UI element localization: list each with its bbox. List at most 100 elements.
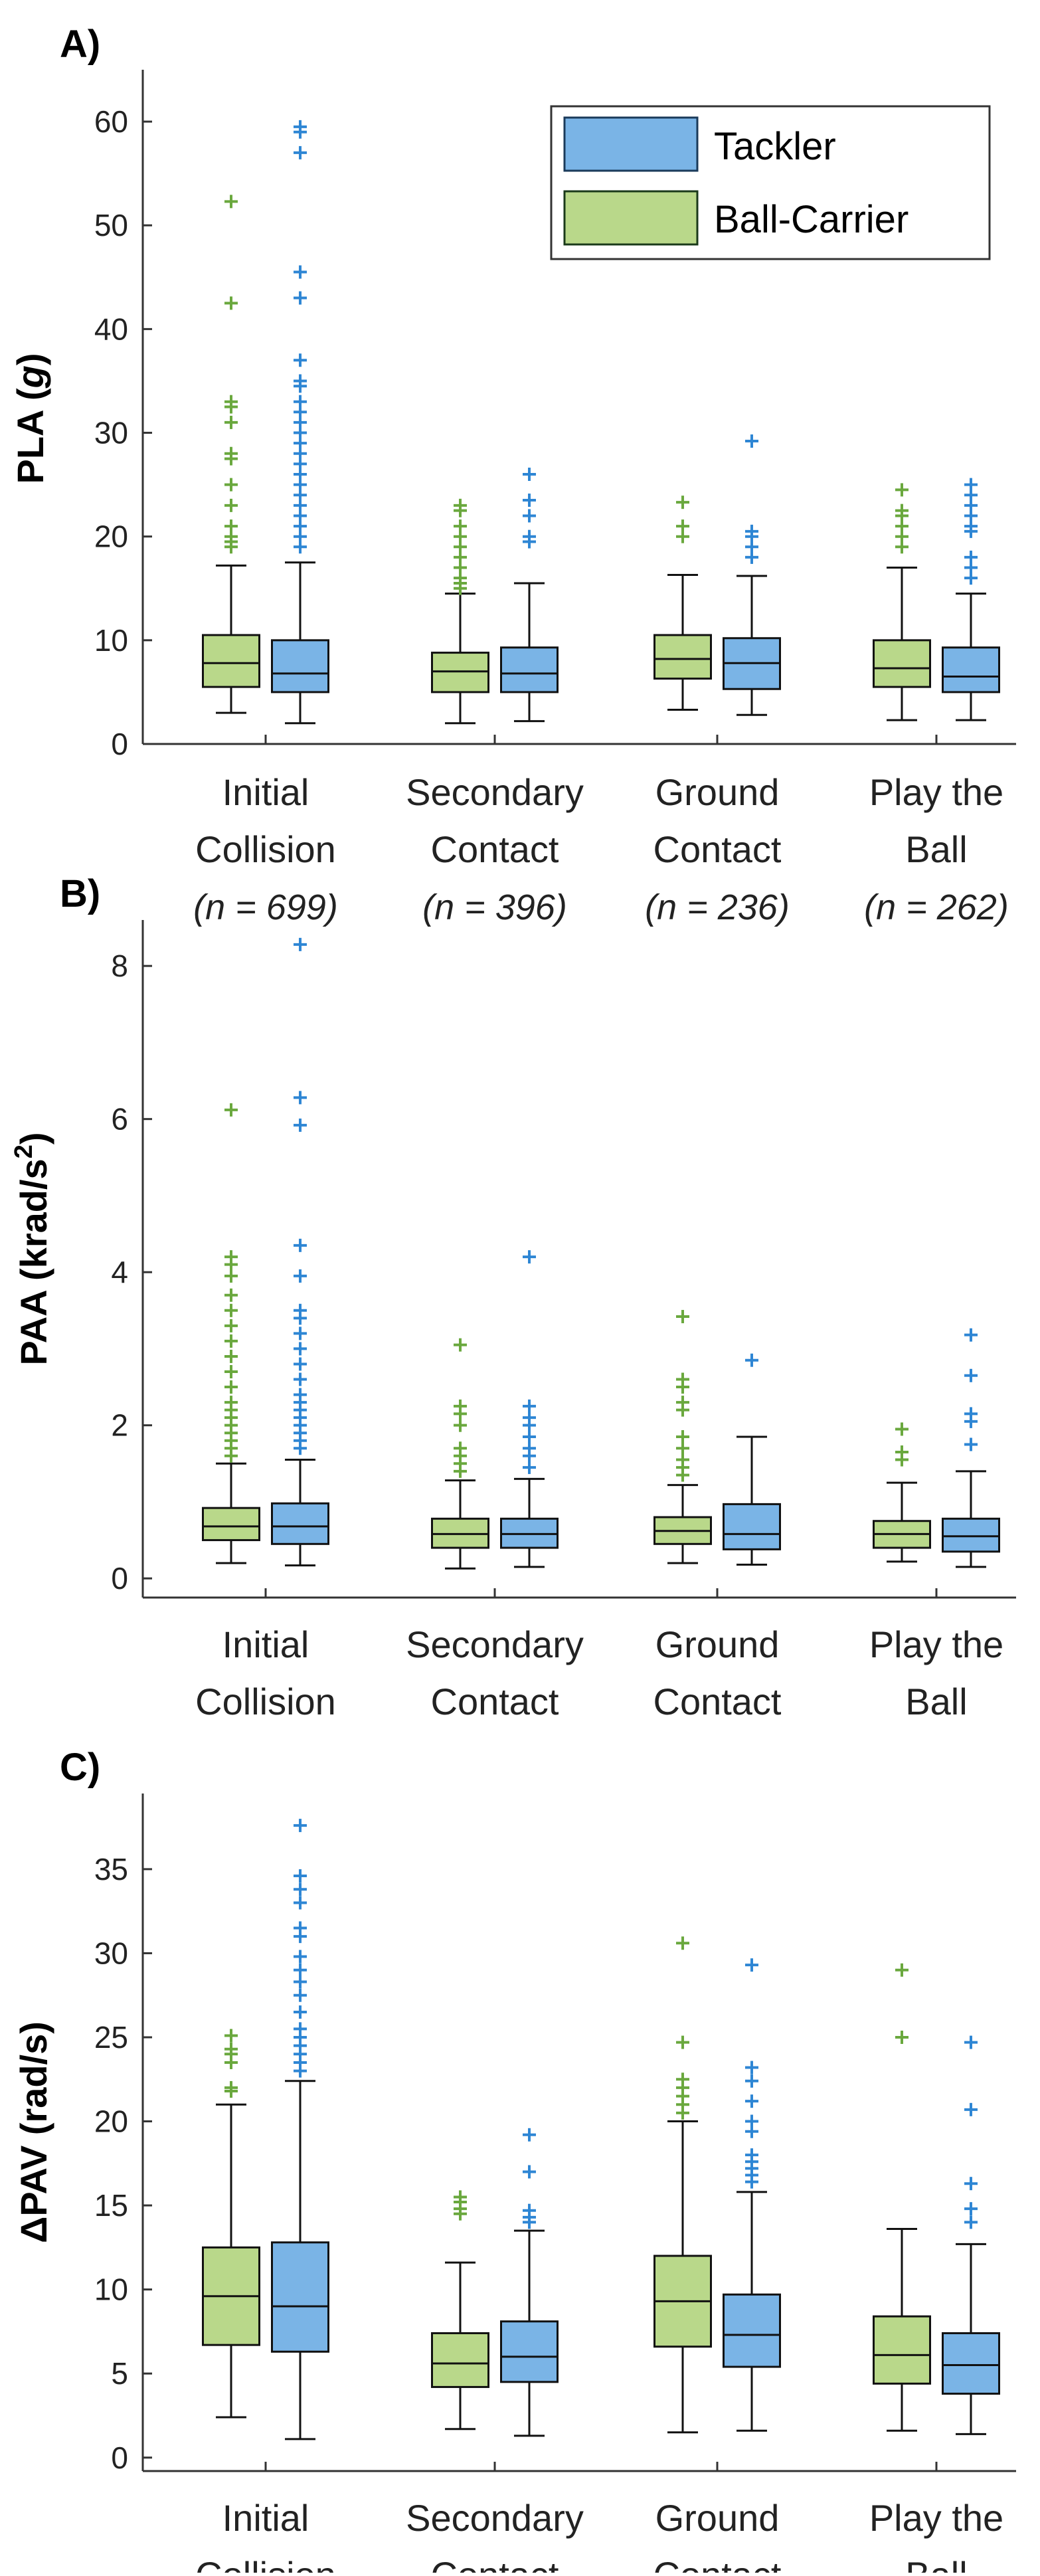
x-tick-label: Initial — [222, 2497, 309, 2539]
box-iqr — [500, 646, 559, 693]
panel-a: A) PLA (g) 0 10 20 30 40 50 60 Initial Collisio… — [9, 23, 1016, 927]
outlier-tackler — [294, 353, 307, 367]
y-tick-label: 50 — [94, 208, 128, 242]
outlier-tackler — [523, 2203, 536, 2217]
outlier-ball-carrier — [224, 1334, 238, 1348]
y-axis-label: ΔPAV (rad/s) — [13, 2021, 54, 2243]
y-axis-label-sup: 2 — [10, 1145, 38, 1158]
x-tick-label: Ground — [655, 771, 780, 813]
box-tackler — [942, 2035, 1000, 2435]
outlier-ball-carrier — [224, 296, 238, 310]
y-tick-label: 35 — [94, 1852, 128, 1886]
box-tackler — [942, 478, 1000, 721]
outlier-ball-carrier — [224, 1103, 238, 1117]
box-ball-carrier — [202, 1103, 260, 1564]
outlier-ball-carrier — [454, 1441, 467, 1455]
y-tick-label: 10 — [94, 2272, 128, 2307]
box-iqr — [723, 2293, 781, 2368]
y-axis-label-close: ) — [9, 353, 51, 365]
outlier-ball-carrier — [454, 1338, 467, 1352]
outlier-tackler — [964, 2215, 978, 2229]
y-tick-label: 6 — [111, 1102, 128, 1137]
outlier-ball-carrier — [224, 2080, 238, 2094]
outlier-tackler — [294, 1342, 307, 1356]
boxes — [202, 120, 1000, 725]
box-tackler — [500, 468, 559, 723]
outlier-ball-carrier — [676, 1453, 689, 1467]
outlier-tackler — [523, 2128, 536, 2142]
y-axis-label-main: PAA (krad/s — [13, 1158, 54, 1365]
outlier-ball-carrier — [676, 1310, 689, 1324]
x-tick-label: Contact — [653, 828, 782, 870]
outlier-tackler — [294, 1819, 307, 1833]
outlier-ball-carrier — [676, 1441, 689, 1455]
outlier-tackler — [745, 434, 758, 448]
outlier-tackler — [294, 1975, 307, 1989]
outlier-tackler — [294, 1896, 307, 1910]
x-tick-label: Secondary — [406, 1623, 584, 1665]
y-tick-label: 4 — [111, 1255, 128, 1289]
box-ball-carrier — [653, 1310, 712, 1564]
outlier-tackler — [745, 2148, 758, 2162]
outlier-tackler — [294, 120, 307, 134]
outlier-tackler — [294, 395, 307, 409]
sample-size-label: (n = 262) — [864, 887, 1009, 927]
outlier-tackler — [294, 1963, 307, 1977]
sample-size-label: (n = 699) — [193, 887, 338, 927]
x-tick-label: Play the — [869, 2497, 1003, 2539]
outlier-tackler — [523, 494, 536, 507]
x-tick-label: Secondary — [406, 771, 584, 813]
legend: Tackler Ball-Carrier — [550, 105, 991, 260]
outlier-tackler — [294, 265, 307, 279]
outlier-tackler — [294, 937, 307, 951]
outlier-ball-carrier — [895, 1422, 909, 1436]
outlier-tackler — [964, 1407, 978, 1421]
outlier-ball-carrier — [224, 1303, 238, 1317]
outlier-ball-carrier — [224, 1250, 238, 1264]
outlier-tackler — [294, 1950, 307, 1964]
x-tick-label: Ball — [905, 2554, 967, 2573]
panel-label: A) — [60, 23, 100, 66]
outlier-tackler — [294, 1883, 307, 1896]
outlier-ball-carrier — [895, 483, 909, 497]
box-iqr — [653, 634, 712, 680]
y-ticks: 0 2 4 6 8 — [111, 949, 152, 1596]
x-tick-label: Ground — [655, 1623, 780, 1665]
box-iqr — [271, 639, 329, 693]
y-axis-label-main: PLA ( — [9, 388, 51, 484]
box-tackler — [942, 1328, 1000, 1568]
y-axis-label: PAA (krad/s2) — [10, 1133, 54, 1366]
box-iqr — [942, 1517, 1000, 1553]
x-tick-label: Initial — [222, 771, 309, 813]
box-tackler — [500, 2128, 559, 2437]
outlier-ball-carrier — [676, 1936, 689, 1950]
x-tick-labels: Initial Collision Secondary Contact Ground Co… — [195, 2462, 1003, 2576]
outlier-tackler — [294, 1269, 307, 1283]
x-tick-label: Initial — [222, 1623, 309, 1665]
outlier-ball-carrier — [454, 2190, 467, 2204]
outlier-tackler — [294, 145, 307, 159]
outlier-tackler — [964, 2102, 978, 2116]
outlier-ball-carrier — [454, 498, 467, 512]
x-tick-label: Secondary — [406, 2497, 584, 2539]
box-iqr — [202, 1507, 260, 1542]
outlier-ball-carrier — [224, 1319, 238, 1333]
outlier-tackler — [964, 2177, 978, 2191]
box-tackler — [723, 1958, 781, 2432]
panel-label: C) — [60, 1746, 100, 1789]
y-tick-label: 40 — [94, 312, 128, 346]
x-tick-label: Play the — [869, 1623, 1003, 1665]
box-ball-carrier — [653, 496, 712, 711]
outlier-tackler — [294, 1091, 307, 1105]
y-ticks: 0 10 20 30 40 50 60 — [94, 104, 152, 761]
outlier-ball-carrier — [224, 519, 238, 533]
outlier-tackler — [294, 1388, 307, 1402]
y-tick-label: 0 — [111, 2440, 128, 2475]
box-ball-carrier — [431, 2190, 489, 2431]
box-iqr — [431, 2332, 489, 2388]
outlier-ball-carrier — [224, 1365, 238, 1378]
outlier-tackler — [294, 374, 307, 388]
outlier-ball-carrier — [676, 496, 689, 509]
outlier-ball-carrier — [895, 1445, 909, 1459]
